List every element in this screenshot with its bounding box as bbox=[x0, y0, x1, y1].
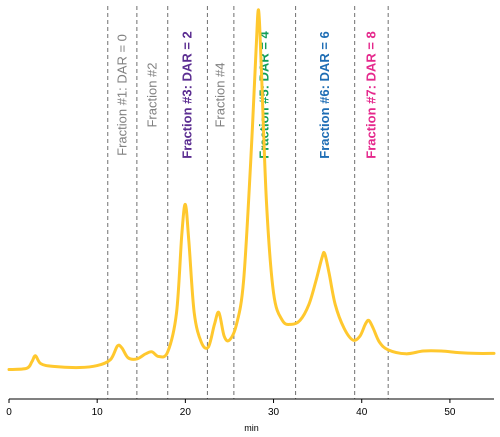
fraction-label-6: Fraction #6: DAR = 6 bbox=[317, 31, 332, 159]
x-axis-title: min bbox=[244, 423, 259, 433]
chromatogram-trace bbox=[7, 8, 496, 372]
fraction-label-7: Fraction #7: DAR = 8 bbox=[363, 31, 378, 159]
fraction-label-3: Fraction #3: DAR = 2 bbox=[180, 31, 195, 159]
x-axis: 0 10 20 30 40 50 bbox=[6, 398, 494, 418]
fraction-label-1: Fraction #1: DAR = 0 bbox=[114, 34, 129, 156]
trace-layer bbox=[7, 8, 496, 372]
x-tick-label: 50 bbox=[444, 407, 456, 418]
fraction-labels: Fraction #1: DAR = 0 Fraction #2 Fraction … bbox=[114, 30, 378, 158]
x-tick-label: 20 bbox=[180, 407, 192, 418]
fraction-boundaries bbox=[107, 6, 389, 399]
x-tick-label: 40 bbox=[356, 407, 368, 418]
fraction-label-2: Fraction #2 bbox=[144, 62, 159, 127]
x-tick-label: 30 bbox=[268, 407, 280, 418]
x-tick-label: 10 bbox=[92, 407, 104, 418]
x-tick-label: 0 bbox=[6, 407, 12, 418]
fraction-label-4: Fraction #4 bbox=[213, 62, 228, 127]
